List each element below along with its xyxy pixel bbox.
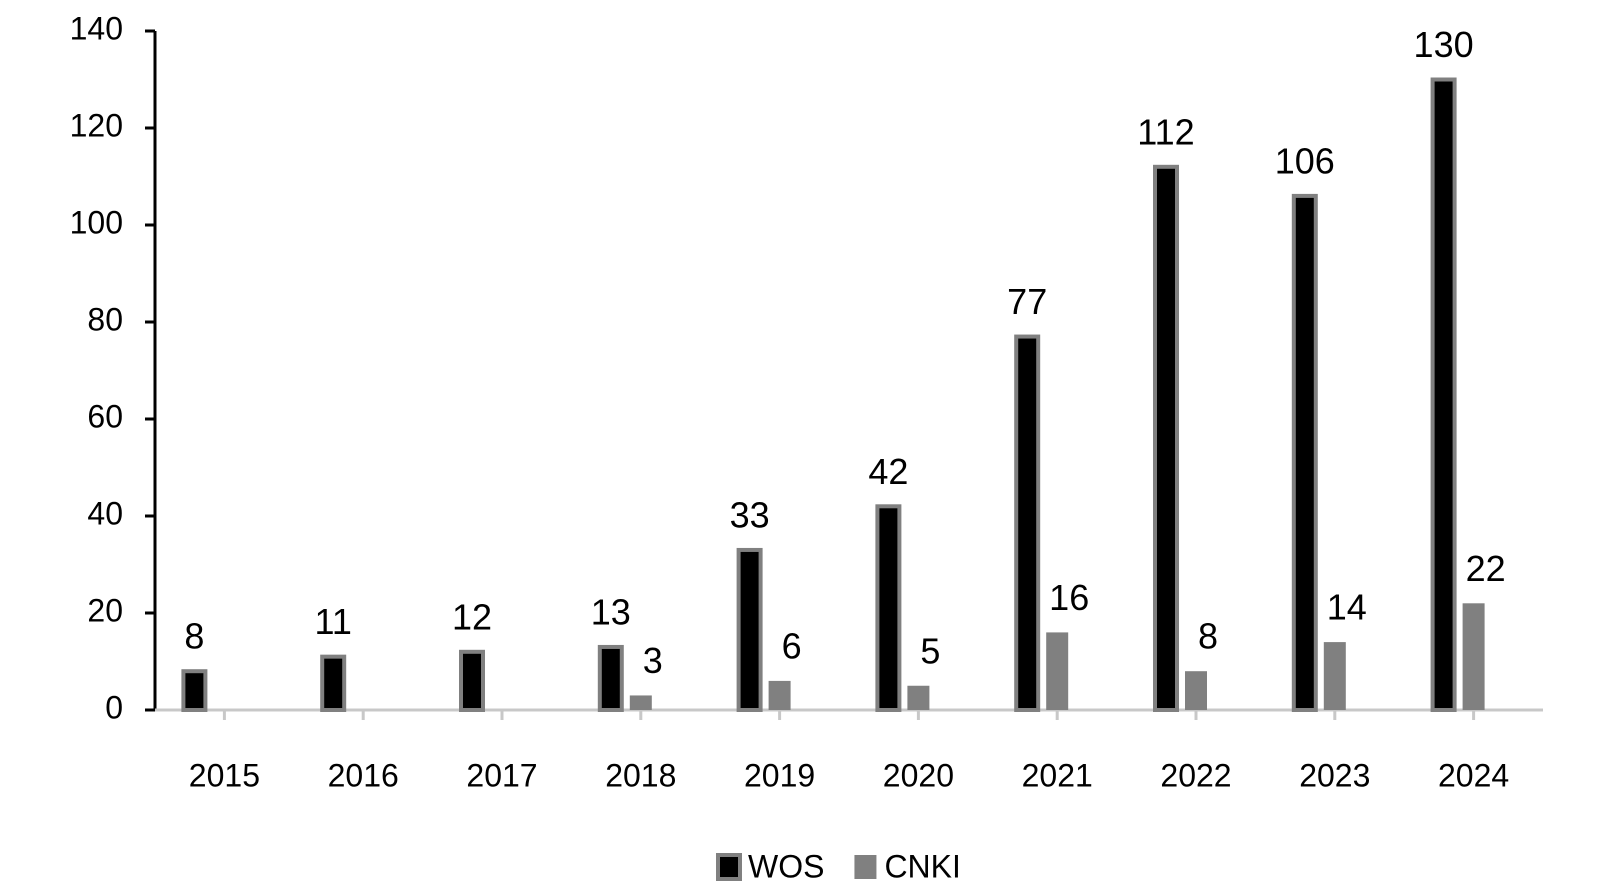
legend-label: WOS bbox=[748, 848, 824, 884]
bar bbox=[629, 695, 652, 710]
legend-swatch bbox=[854, 855, 877, 879]
data-label: 6 bbox=[782, 625, 802, 666]
bar bbox=[320, 654, 347, 713]
x-tick-label: 2017 bbox=[466, 757, 537, 793]
x-tick-label: 2020 bbox=[883, 757, 954, 793]
y-tick-label: 20 bbox=[87, 592, 123, 628]
bar bbox=[181, 669, 208, 713]
data-label: 16 bbox=[1049, 577, 1089, 618]
data-label: 8 bbox=[1198, 616, 1218, 657]
y-tick-label: 0 bbox=[105, 689, 123, 725]
legend-label: CNKI bbox=[884, 848, 960, 884]
x-tick-label: 2015 bbox=[189, 757, 260, 793]
x-tick-label: 2021 bbox=[1022, 757, 1093, 793]
bar bbox=[1185, 671, 1207, 710]
data-label: 14 bbox=[1327, 587, 1367, 628]
data-label: 22 bbox=[1466, 548, 1506, 589]
x-tick-label: 2022 bbox=[1160, 757, 1231, 793]
data-label: 33 bbox=[730, 494, 770, 535]
bar bbox=[1153, 164, 1179, 713]
bar bbox=[597, 644, 624, 713]
bar bbox=[907, 685, 930, 710]
bar bbox=[1323, 642, 1346, 710]
bar bbox=[1462, 603, 1485, 710]
y-tick-label: 120 bbox=[70, 107, 123, 143]
x-tick-label: 2023 bbox=[1299, 757, 1370, 793]
data-label: 130 bbox=[1414, 24, 1474, 65]
data-label: 13 bbox=[591, 591, 631, 632]
data-label: 112 bbox=[1137, 111, 1194, 152]
x-tick-label: 2024 bbox=[1438, 757, 1509, 793]
x-tick-label: 2019 bbox=[744, 757, 815, 793]
data-label: 42 bbox=[868, 451, 908, 492]
data-label: 5 bbox=[920, 630, 940, 671]
y-tick-label: 60 bbox=[87, 398, 123, 434]
x-tick-label: 2016 bbox=[328, 757, 399, 793]
bar bbox=[768, 680, 791, 710]
legend-swatch bbox=[716, 853, 742, 881]
data-label: 11 bbox=[315, 601, 352, 642]
bar bbox=[1046, 632, 1069, 710]
data-label: 8 bbox=[184, 616, 204, 657]
x-tick-label: 2018 bbox=[605, 757, 676, 793]
data-label: 106 bbox=[1275, 140, 1335, 181]
data-label: 12 bbox=[452, 596, 492, 637]
data-label: 77 bbox=[1007, 281, 1047, 322]
bar bbox=[1014, 334, 1041, 712]
bar bbox=[736, 547, 763, 713]
y-tick-label: 40 bbox=[87, 495, 123, 531]
y-tick-label: 100 bbox=[70, 204, 123, 240]
bar bbox=[1430, 77, 1457, 712]
data-label: 3 bbox=[643, 640, 663, 681]
bar bbox=[459, 649, 485, 712]
y-tick-label: 140 bbox=[70, 10, 123, 46]
y-tick-label: 80 bbox=[87, 301, 123, 337]
bar bbox=[875, 504, 902, 712]
bar bbox=[1291, 193, 1318, 712]
